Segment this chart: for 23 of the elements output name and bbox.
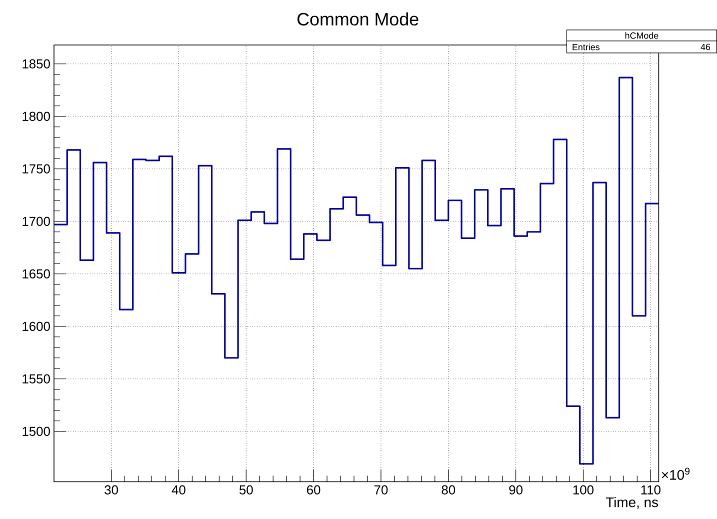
- x-tick-label: 60: [307, 485, 320, 495]
- y-tick-label: 1650: [22, 269, 50, 279]
- y-tick-label: 1850: [22, 59, 50, 69]
- y-tick-label: 1800: [22, 112, 50, 122]
- x-tick-label: 30: [104, 485, 118, 495]
- x-tick-label: 100: [573, 485, 594, 495]
- x-tick-label: 50: [239, 485, 253, 495]
- y-tick-label: 1600: [22, 322, 50, 332]
- y-tick-label: 1750: [22, 164, 50, 174]
- x-tick-label: 90: [509, 485, 523, 495]
- y-tick-label: 1500: [22, 426, 50, 436]
- x-tick-label: 110: [641, 485, 660, 495]
- text: ×10$^{9}$: [662, 468, 690, 480]
- x-tick-label: 70: [374, 485, 388, 495]
- annotation: Entries: [572, 44, 600, 50]
- x-tick-label: 40: [172, 485, 186, 495]
- x-tick-label: 80: [442, 485, 456, 495]
- y-tick-label: 1700: [22, 216, 50, 226]
- y-tick-label: 1550: [22, 374, 50, 384]
- text: hCMode: [625, 32, 658, 39]
- text: 46: [700, 44, 710, 50]
- x-axis-title: Time, ns: [606, 497, 658, 509]
- chart-title: Common Mode: [297, 12, 418, 26]
